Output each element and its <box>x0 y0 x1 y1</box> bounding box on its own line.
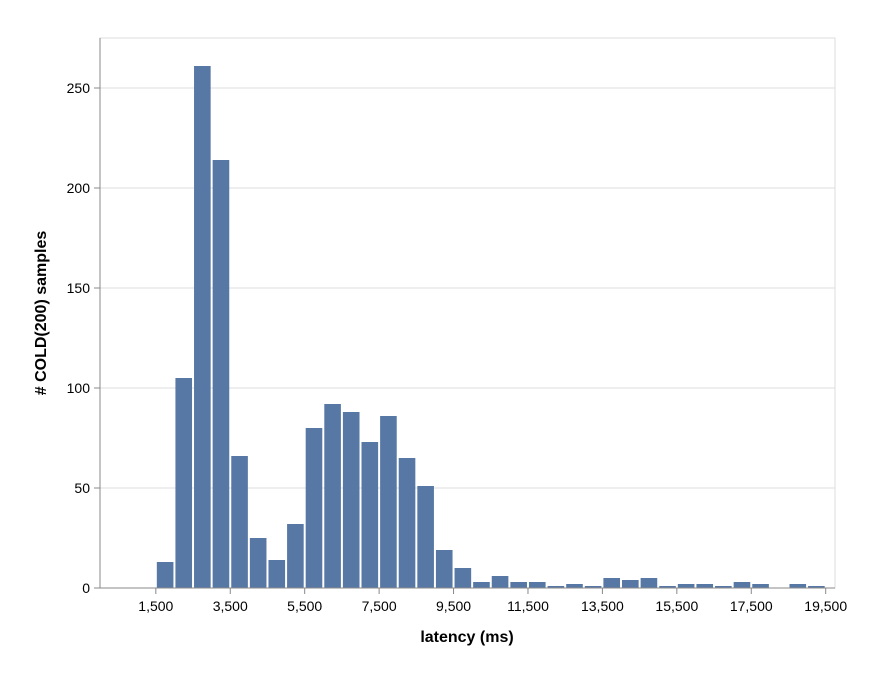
y-tick-label: 100 <box>67 380 91 396</box>
histogram-bar <box>510 582 527 588</box>
histogram-bar <box>175 378 193 588</box>
histogram-bar <box>268 560 286 588</box>
histogram-bar <box>622 580 639 588</box>
y-tick-label: 50 <box>74 480 90 496</box>
histogram-bar <box>249 538 267 588</box>
histogram-bar <box>528 582 546 588</box>
histogram-bar <box>194 66 211 588</box>
y-axis-ticks: 0 50 100 150 200 250 <box>67 80 100 596</box>
histogram-bar <box>715 586 732 588</box>
y-tick-label: 0 <box>82 580 90 596</box>
histogram-bar <box>361 442 379 588</box>
histogram-bar <box>212 160 230 588</box>
x-tick-label: 17,500 <box>730 598 773 614</box>
histogram-bar <box>342 412 360 588</box>
histogram-bar <box>435 550 453 588</box>
y-axis-title: # COLD(200) samples <box>33 231 50 396</box>
x-tick-label: 11,500 <box>507 598 549 614</box>
histogram-bar <box>491 576 509 588</box>
histogram-bar <box>398 458 416 588</box>
histogram-bar <box>547 586 565 588</box>
histogram-bar <box>752 584 769 588</box>
x-tick-label: 13,500 <box>581 598 624 614</box>
x-tick-label: 3,500 <box>213 598 248 614</box>
histogram-bar <box>566 584 583 588</box>
histogram-bar <box>156 562 174 588</box>
histogram-bar <box>603 578 621 588</box>
histogram-bar <box>324 404 341 588</box>
x-tick-label: 7,500 <box>362 598 397 614</box>
x-tick-label: 1,500 <box>138 598 173 614</box>
histogram-bar <box>305 428 323 588</box>
histogram-bar <box>659 586 676 588</box>
histogram-bar <box>677 584 695 588</box>
axes <box>99 37 836 589</box>
x-tick-label: 9,500 <box>436 598 471 614</box>
x-tick-label: 5,500 <box>287 598 322 614</box>
histogram-bar <box>696 584 714 588</box>
y-tick-label: 150 <box>67 280 91 296</box>
histogram-bar <box>231 456 248 588</box>
histogram-bar <box>454 568 472 588</box>
x-axis-ticks: 1,500 3,500 5,500 7,500 9,500 11,500 13,500 15,… <box>138 588 847 614</box>
histogram-bars <box>156 66 825 588</box>
histogram-bar <box>808 586 825 588</box>
histogram-bar <box>640 578 658 588</box>
x-tick-label: 19,500 <box>804 598 847 614</box>
x-tick-label: 15,500 <box>655 598 698 614</box>
y-tick-label: 250 <box>67 80 91 96</box>
histogram-bar <box>473 582 490 588</box>
histogram-bar <box>584 586 602 588</box>
histogram-bar <box>789 584 807 588</box>
histogram-bar <box>733 582 751 588</box>
y-tick-label: 200 <box>67 180 91 196</box>
histogram-bar <box>417 486 434 588</box>
x-axis-title: latency (ms) <box>420 629 513 646</box>
histogram-bar <box>287 524 304 588</box>
histogram-bar <box>380 416 397 588</box>
